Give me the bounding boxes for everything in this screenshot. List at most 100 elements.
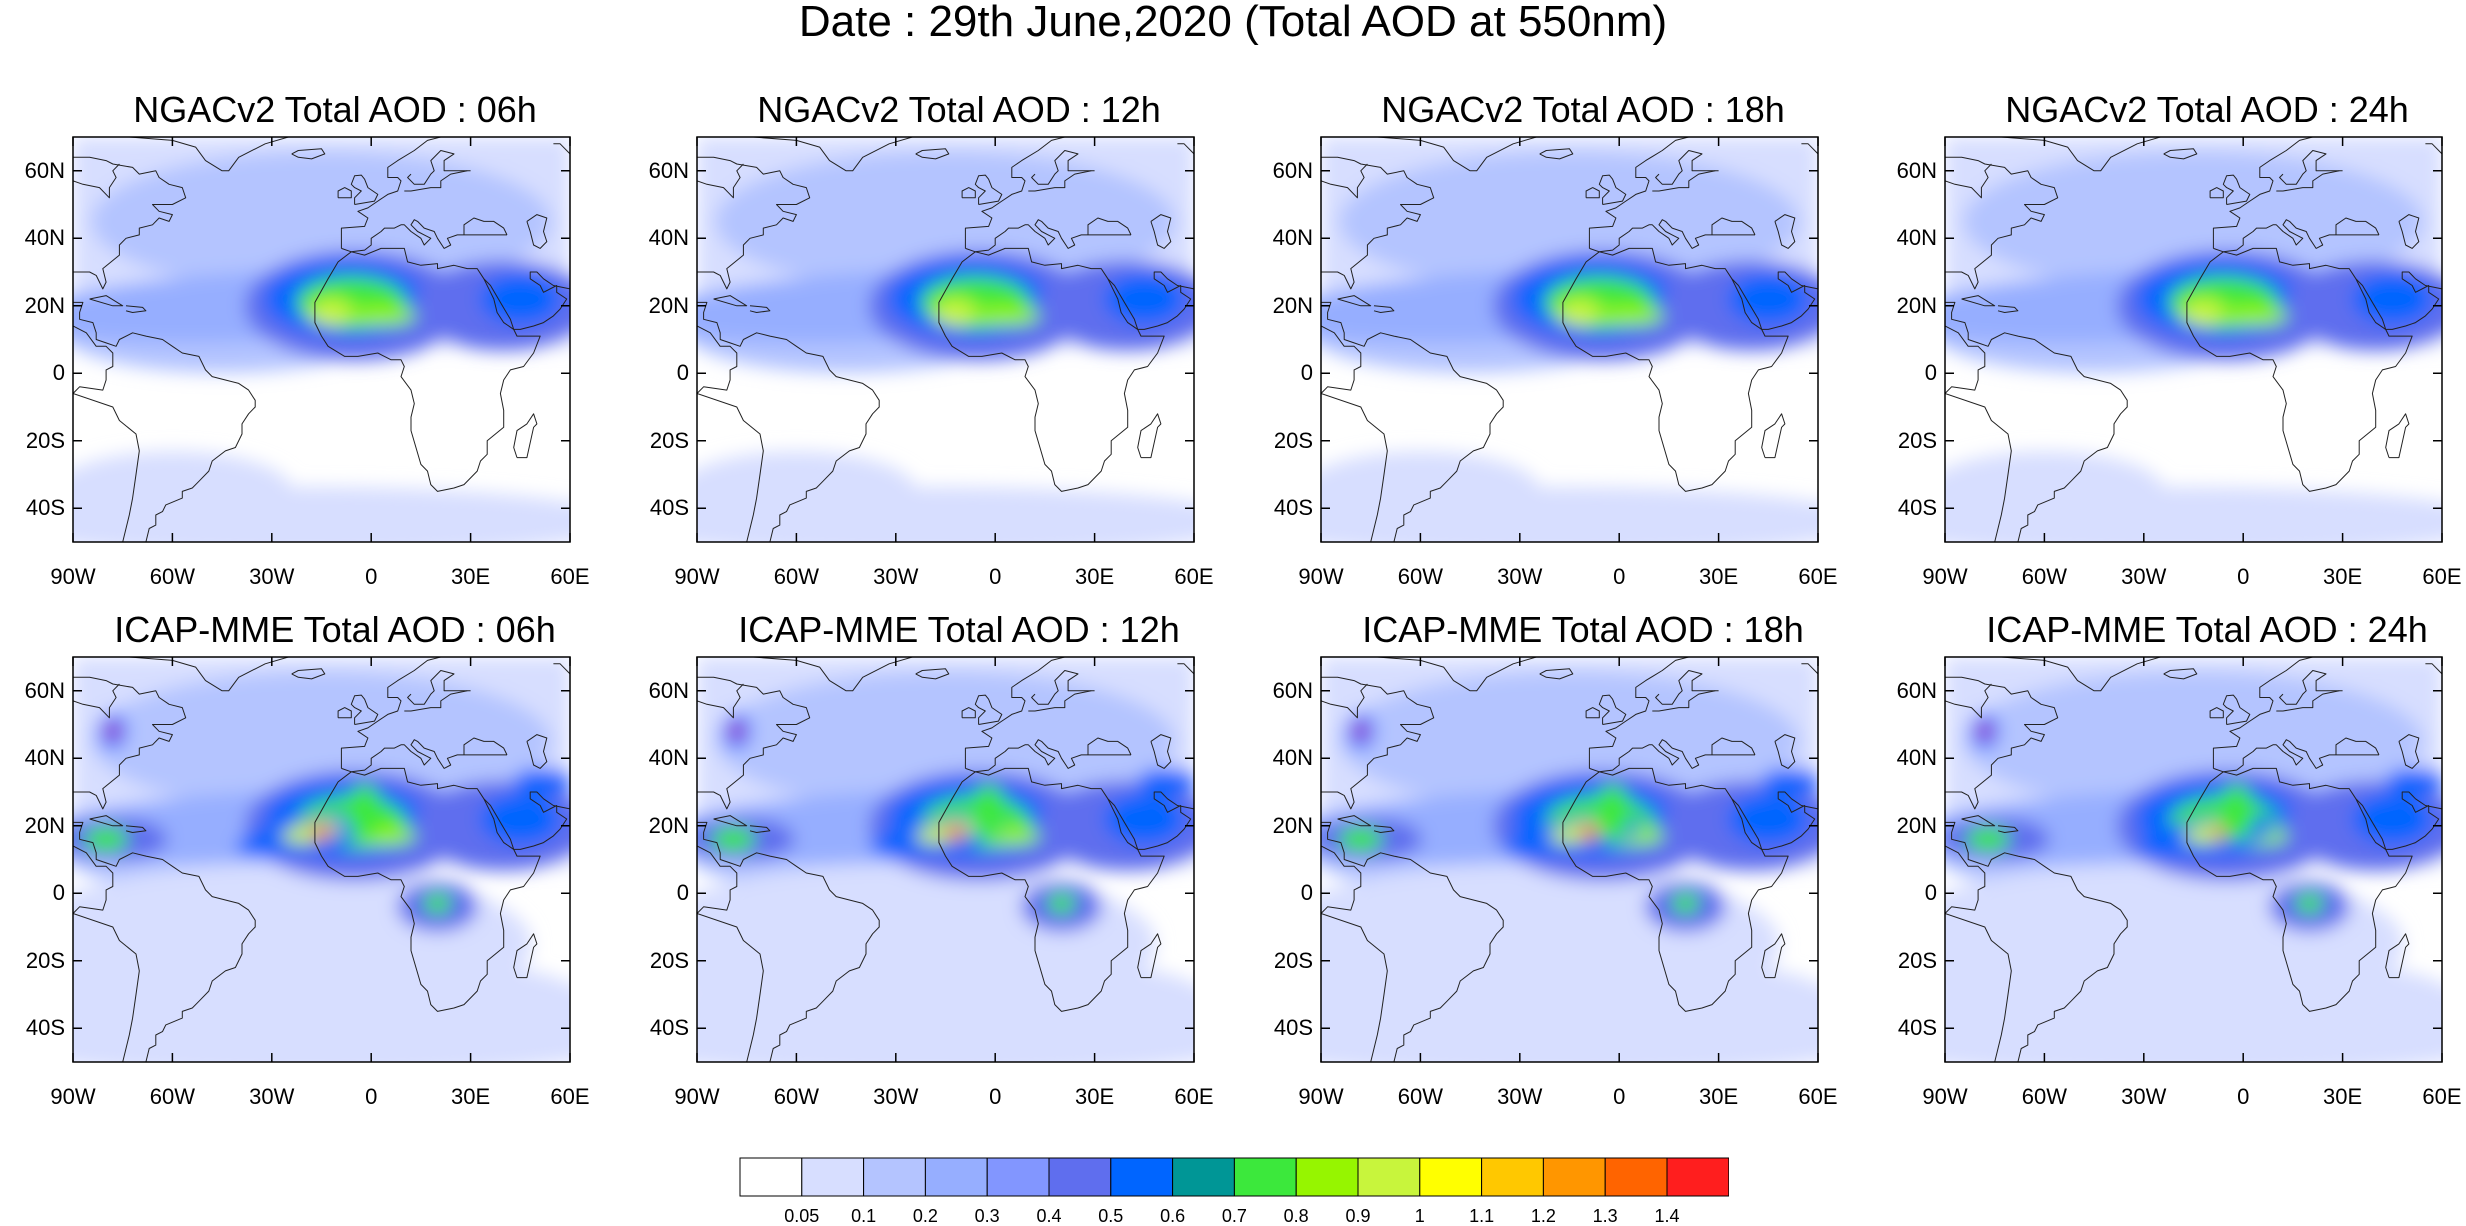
aod-field-map (1320, 656, 1819, 1063)
x-tick-label: 60E (2422, 564, 2462, 589)
y-tick-label: 0 (1924, 360, 1937, 386)
y-tick-label: 60N (648, 677, 689, 703)
panel-title: ICAP-MME Total AOD : 24h (1986, 609, 2428, 650)
y-tick-label: 40S (25, 495, 65, 521)
aod-field-map (696, 136, 1195, 543)
aod-field-map (72, 136, 571, 543)
aod-shading (1321, 137, 1818, 542)
y-tick-label: 0 (1924, 880, 1937, 906)
x-tick-label: 0 (2237, 1084, 2250, 1109)
map-panel: NGACv2 Total AOD : 18h 60N 40N 20N 0 20S 40S 90… (1248, 92, 1918, 612)
y-tick-label: 40N (1896, 745, 1937, 771)
coastlines (73, 657, 570, 1062)
x-tick-label: 90W (1922, 564, 1968, 589)
y-tick-label: 60N (24, 677, 65, 703)
y-tick-label: 40N (648, 225, 689, 251)
panel-title: ICAP-MME Total AOD : 18h (1362, 609, 1804, 650)
y-tick-label: 20N (24, 812, 65, 838)
x-tick-label: 30W (873, 564, 919, 589)
map-panel: ICAP-MME Total AOD : 12h 60N 40N 20N 0 20S 40S… (624, 612, 1294, 1132)
y-tick-label: 40S (25, 1015, 65, 1041)
x-tick-label: 60E (2422, 1084, 2462, 1109)
x-tick-label: 30W (2121, 564, 2167, 589)
x-tick-label: 60W (149, 1084, 196, 1109)
map-plot-area: 60N 40N 20N 0 20S 40S 90W 60W 30W 0 30E 60E (649, 136, 1214, 588)
coastlines (1321, 137, 1818, 542)
y-tick-label: 40S (649, 495, 689, 521)
y-tick-label: 20N (648, 812, 689, 838)
colorbar-tick-label: 0.1 (851, 1206, 877, 1226)
colorbar-tick-label: 1.4 (1654, 1206, 1680, 1226)
aod-shading (697, 657, 1194, 1062)
colorbar-tick-label: 0.6 (1160, 1206, 1186, 1226)
x-tick-label: 60E (1798, 1084, 1838, 1109)
coastlines (73, 137, 570, 542)
x-tick-label: 30W (2121, 1084, 2167, 1109)
y-tick-label: 40S (1273, 495, 1313, 521)
colorbar-tick-label: 0.9 (1345, 1206, 1371, 1226)
panel-title: ICAP-MME Total AOD : 06h (114, 609, 556, 650)
colorbar-box (986, 1157, 1050, 1197)
y-tick-label: 0 (1300, 360, 1313, 386)
x-tick-label: 30E (2323, 1084, 2363, 1109)
map-panel: ICAP-MME Total AOD : 06h 60N 40N 20N 0 20S 40S… (0, 612, 670, 1132)
x-tick-label: 0 (989, 1084, 1002, 1109)
colorbar-tick-label: 1.3 (1592, 1206, 1618, 1226)
x-tick-label: 0 (365, 1084, 378, 1109)
figure-title: Date : 29th June,2020 (Total AOD at 550n… (798, 0, 1668, 46)
panel-title: NGACv2 Total AOD : 18h (1381, 89, 1785, 130)
x-tick-label: 30E (451, 1084, 491, 1109)
y-tick-label: 20N (1272, 812, 1313, 838)
colorbar-box (924, 1157, 988, 1197)
coastlines (1321, 657, 1818, 1062)
y-tick-label: 20S (1897, 427, 1937, 453)
y-tick-label: 60N (1272, 677, 1313, 703)
y-tick-label: 40S (1897, 1015, 1937, 1041)
x-tick-label: 90W (50, 1084, 96, 1109)
y-tick-label: 40S (1897, 495, 1937, 521)
y-tick-label: 60N (24, 157, 65, 183)
colorbar-box (1295, 1157, 1359, 1197)
x-tick-label: 30E (1699, 564, 1739, 589)
y-tick-label: 20S (1897, 947, 1937, 973)
x-tick-label: 60E (1174, 1084, 1214, 1109)
panel-title: NGACv2 Total AOD : 12h (757, 89, 1161, 130)
x-tick-label: 60W (2021, 564, 2068, 589)
x-tick-label: 30E (1075, 1084, 1115, 1109)
x-tick-label: 30E (1075, 564, 1115, 589)
x-tick-label: 30W (249, 1084, 295, 1109)
y-tick-label: 40N (1896, 225, 1937, 251)
x-tick-label: 30E (1699, 1084, 1739, 1109)
aod-shading (697, 137, 1194, 542)
y-tick-label: 0 (676, 360, 689, 386)
colorbar-box (1419, 1157, 1483, 1197)
colorbar-box (1233, 1157, 1297, 1197)
aod-field-map (696, 656, 1195, 1063)
colorbar-box (1357, 1157, 1421, 1197)
x-tick-label: 0 (365, 564, 378, 589)
y-tick-label: 20S (649, 427, 689, 453)
y-tick-label: 40N (24, 745, 65, 771)
aod-shading (73, 137, 570, 542)
colorbar-box (1604, 1157, 1668, 1197)
aod-shading (1321, 657, 1818, 1062)
y-tick-label: 60N (1272, 157, 1313, 183)
x-tick-label: 90W (1298, 564, 1344, 589)
x-tick-label: 30E (451, 564, 491, 589)
aod-field-map (1944, 136, 2443, 543)
map-panel: NGACv2 Total AOD : 24h 60N 40N 20N 0 20S 40S 90… (1872, 92, 2466, 612)
y-tick-label: 40S (649, 1015, 689, 1041)
y-tick-label: 20N (1896, 812, 1937, 838)
y-tick-label: 20S (25, 427, 65, 453)
aod-field-map (1944, 656, 2443, 1063)
x-tick-label: 60E (1798, 564, 1838, 589)
x-tick-label: 90W (1922, 1084, 1968, 1109)
x-tick-label: 60W (1397, 564, 1444, 589)
y-tick-label: 40N (1272, 745, 1313, 771)
aod-shading (1945, 137, 2442, 542)
x-tick-label: 60W (773, 1084, 820, 1109)
aod-field-map (1320, 136, 1819, 543)
colorbar-tick-label: 0.7 (1221, 1206, 1247, 1226)
x-tick-label: 60W (149, 564, 196, 589)
colorbar-box (1172, 1157, 1235, 1197)
